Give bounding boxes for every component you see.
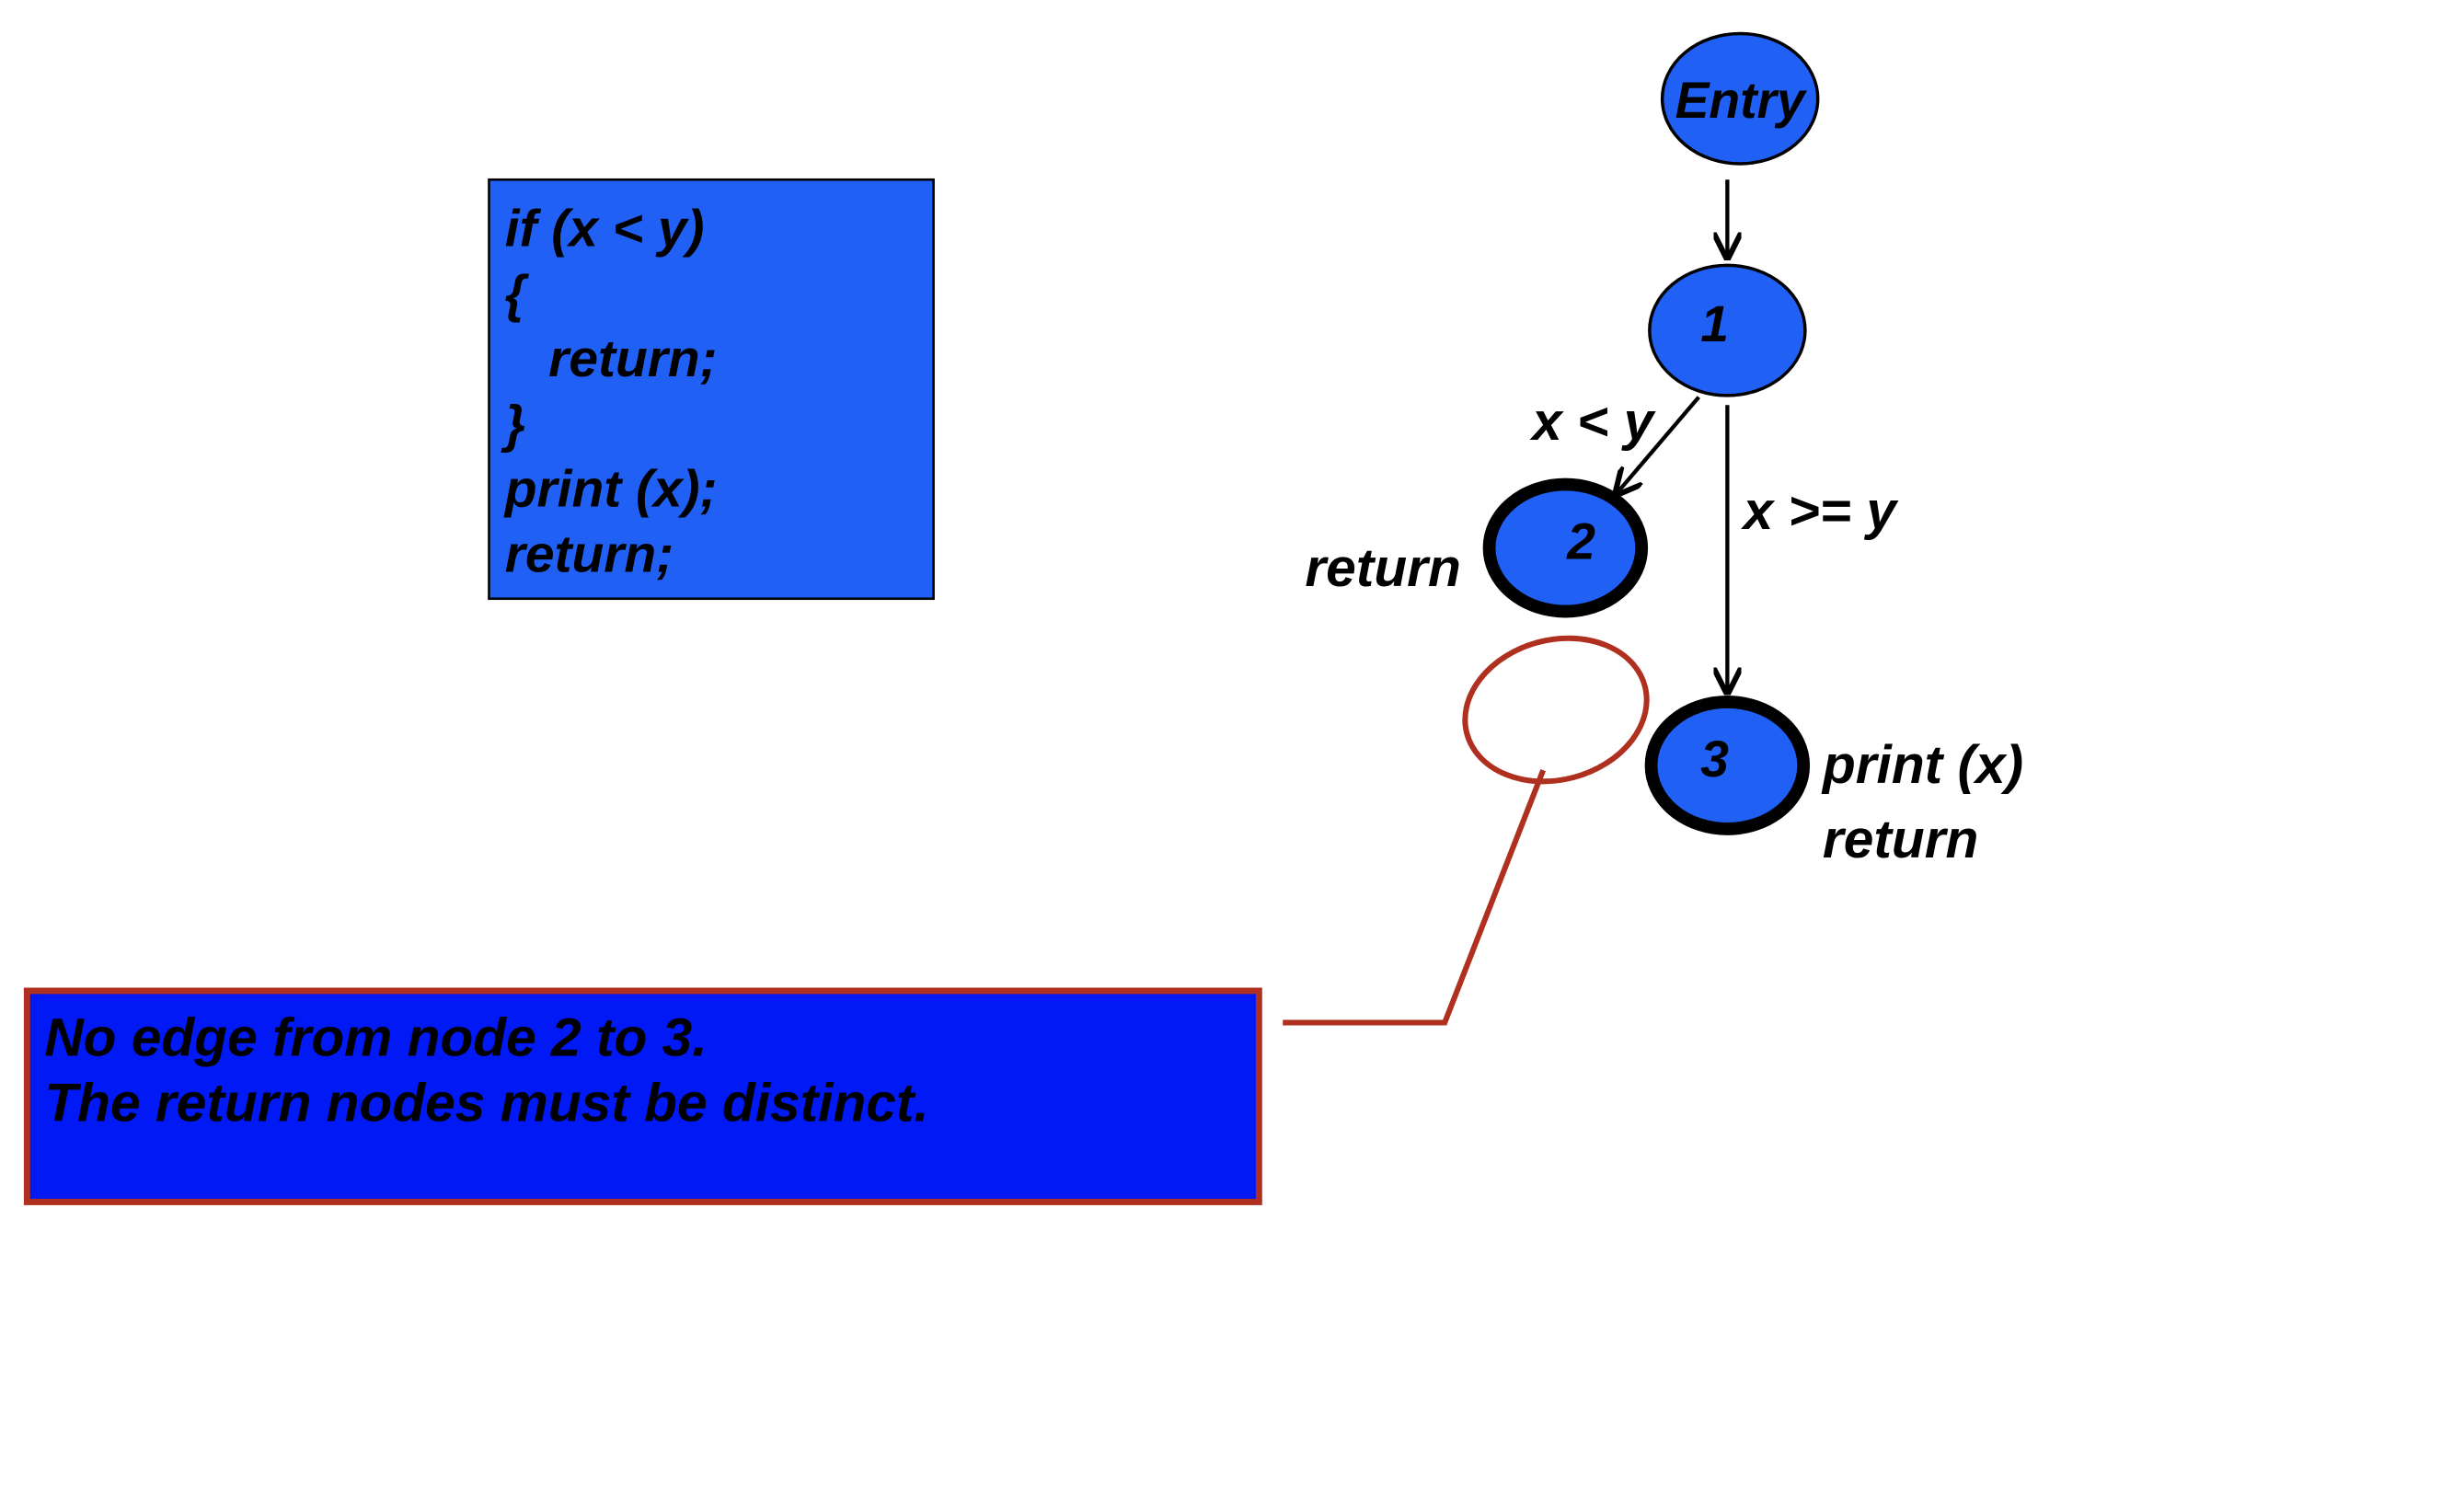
node-label: 3 xyxy=(1700,730,1729,788)
node-note: return xyxy=(1823,810,1978,869)
callout-pointer xyxy=(1283,769,1547,1026)
node xyxy=(1660,31,1820,166)
node xyxy=(1648,263,1807,397)
edge-label: x < y xyxy=(1529,392,1656,452)
code-line: if (x < y) xyxy=(505,200,705,259)
code-line: return; xyxy=(505,329,718,388)
code-box-bg xyxy=(488,178,935,601)
edge xyxy=(1617,396,1700,494)
node-label: 1 xyxy=(1700,295,1729,352)
code-line: } xyxy=(501,395,525,454)
graph: Entry 1 2 3 x < y x >= y return print (x… xyxy=(1305,31,2023,869)
node-note: print (x) xyxy=(1821,735,2023,795)
code-box: if (x < y) { return; } print (x); return… xyxy=(488,178,935,601)
callout-circle xyxy=(1462,635,1650,785)
callout: No edge from node 2 to 3. The return nod… xyxy=(23,635,1650,1205)
node-note: return xyxy=(1305,538,1460,598)
node xyxy=(1482,477,1649,618)
callout-text: No edge from node 2 to 3. xyxy=(44,1008,707,1068)
node-label: Entry xyxy=(1675,72,1807,129)
node-label: 2 xyxy=(1566,513,1595,570)
node xyxy=(1644,696,1811,835)
callout-text: The return nodes must be distinct. xyxy=(44,1073,928,1133)
code-line: print (x); xyxy=(503,460,718,519)
edge-label: x >= y xyxy=(1741,481,1900,541)
callout-box xyxy=(23,987,1262,1205)
code-line: return; xyxy=(505,524,674,583)
